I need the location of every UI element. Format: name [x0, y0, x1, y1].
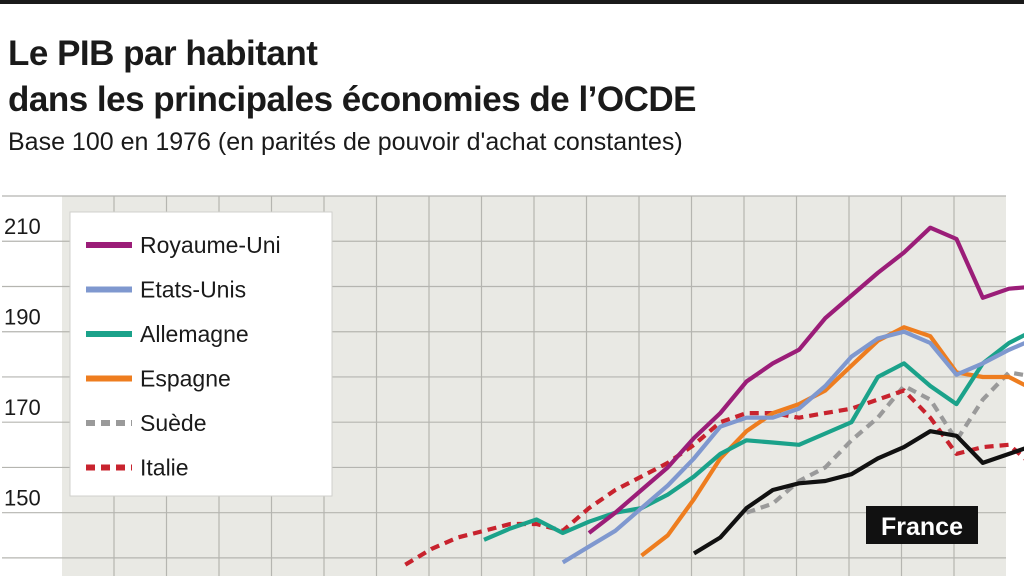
y-axis-ticks: 150 170 190 210 — [4, 214, 41, 510]
legend-label: Royaume-Uni — [140, 232, 281, 258]
series-line-espagne — [640, 325, 1024, 558]
legend-label: Suède — [140, 410, 207, 436]
y-tick-label: 190 — [4, 305, 41, 330]
annotations: France — [866, 506, 978, 544]
series-line-su-de — [745, 370, 1024, 515]
title-line-2: dans les principales économies de l’OCDE — [8, 80, 697, 119]
legend-box — [69, 211, 333, 497]
series-line-france — [692, 429, 1024, 556]
y-tick-label: 150 — [4, 486, 41, 511]
annotation-box — [866, 506, 978, 544]
y-tick-label: 170 — [4, 395, 41, 420]
legend-label: Allemagne — [140, 321, 249, 347]
series-line-allemagne — [483, 332, 1024, 542]
legend-label: Etats-Unis — [140, 277, 246, 303]
series-line-italie — [404, 388, 1024, 567]
legend: Royaume-Uni Etats-Unis Allemagne Espagne Suè… — [69, 211, 333, 497]
legend-label: Espagne — [140, 366, 231, 392]
y-tick-label: 210 — [4, 214, 41, 239]
title-line-1: Le PIB par habitant — [8, 34, 318, 73]
series-lines — [404, 225, 1024, 567]
top-rule — [0, 0, 1024, 4]
series-line-etats-unis — [561, 329, 1024, 565]
legend-label: Italie — [140, 455, 189, 481]
subtitle: Base 100 en 1976 (en parités de pouvoir … — [8, 128, 683, 156]
annotation-label-france: France — [881, 513, 963, 541]
series-line-royaume-uni — [587, 225, 1024, 535]
